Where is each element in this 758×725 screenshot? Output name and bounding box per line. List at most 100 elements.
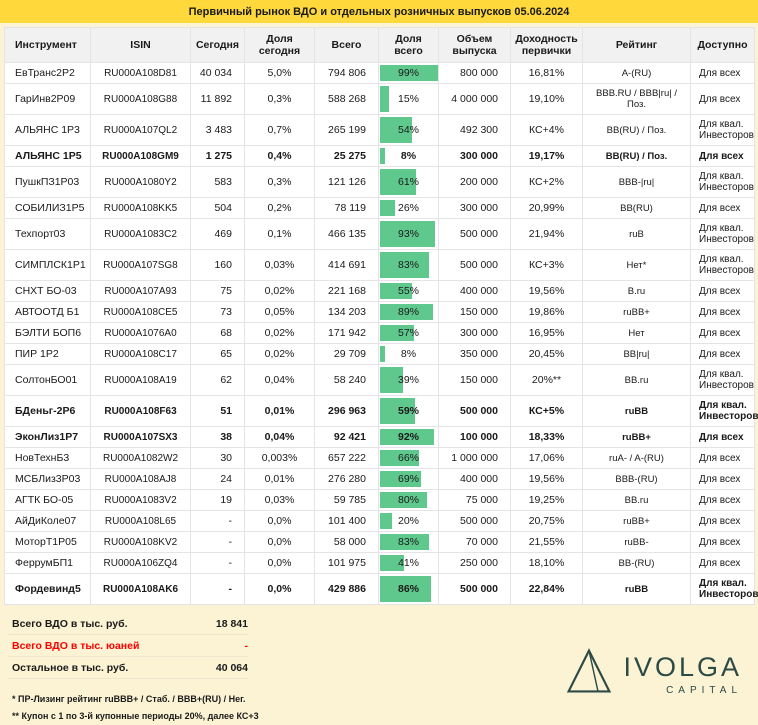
cell-volume: 500 000 [438, 218, 511, 250]
cell-today: - [190, 510, 245, 532]
cell-share-total: 66% [378, 447, 439, 469]
cell-share-today: 0,03% [244, 489, 315, 511]
cell-total: 29 709 [314, 343, 379, 365]
cell-isin: RU000A108AJ8 [90, 468, 191, 490]
summary-value: - [244, 640, 249, 652]
cell-instrument: Фордевинд5 [4, 573, 91, 605]
summary-row-vdo-rub: Всего ВДО в тыс. руб. 18 841 [8, 613, 248, 635]
cell-share-total: 93% [378, 218, 439, 250]
data-bar [380, 450, 419, 466]
summary-label: Остальное в тыс. руб. [12, 662, 129, 674]
cell-total: 429 886 [314, 573, 379, 605]
cell-rating: ruBB- [582, 531, 691, 553]
summary-row-vdo-yuan: Всего ВДО в тыс. юаней - [8, 635, 248, 657]
cell-access: Для всех [690, 145, 755, 167]
cell-total: 657 222 [314, 447, 379, 469]
cell-share-today: 0,02% [244, 280, 315, 302]
data-bar-label: 69% [397, 473, 419, 485]
cell-today: 11 892 [190, 83, 245, 115]
cell-today: 3 483 [190, 114, 245, 146]
cell-total: 296 963 [314, 395, 379, 427]
cell-access: Для квал. Инвесторов [690, 249, 755, 281]
logo-text: IVOLGA CAPITAL [623, 652, 742, 696]
data-bar [380, 148, 385, 164]
cell-share-today: 0,0% [244, 573, 315, 605]
cell-access: Для всех [690, 197, 755, 219]
data-bar-label: 57% [397, 327, 419, 339]
cell-isin: RU000A108KK5 [90, 197, 191, 219]
table-row: НовТехнБ3 RU000A1082W2 30 0,003% 657 222… [4, 447, 755, 469]
cell-today: 68 [190, 322, 245, 344]
cell-volume: 500 000 [438, 573, 511, 605]
summary-and-notes: Всего ВДО в тыс. руб. 18 841 Всего ВДО в… [8, 613, 259, 725]
cell-isin: RU000A1080Y2 [90, 166, 191, 198]
data-bar [380, 398, 415, 424]
cell-isin: RU000A106ZQ4 [90, 552, 191, 574]
cell-share-today: 0,02% [244, 322, 315, 344]
cell-access: Для всех [690, 322, 755, 344]
cell-share-today: 0,01% [244, 468, 315, 490]
data-bar [380, 221, 435, 247]
cell-rating: BB(RU) / Поз. [582, 145, 691, 167]
cell-share-total: 59% [378, 395, 439, 427]
cell-today: 62 [190, 364, 245, 396]
cell-rating: ruB [582, 218, 691, 250]
cell-volume: 4 000 000 [438, 83, 511, 115]
cell-today: 24 [190, 468, 245, 490]
cell-instrument: ПИР 1Р2 [4, 343, 91, 365]
cell-rating: ruBB [582, 573, 691, 605]
cell-access: Для всех [690, 510, 755, 532]
cell-volume: 492 300 [438, 114, 511, 146]
cell-yield: 17,06% [510, 447, 583, 469]
cell-access: Для квал. Инвесторов [690, 573, 758, 605]
cell-isin: RU000A107A93 [90, 280, 191, 302]
cell-volume: 400 000 [438, 280, 511, 302]
table-row: АЛЬЯНС 1Р3 RU000A107QL2 3 483 0,7% 265 1… [4, 114, 755, 146]
cell-share-today: 0,1% [244, 218, 315, 250]
cell-share-today: 0,03% [244, 249, 315, 281]
data-bar-label: 66% [397, 452, 419, 464]
cell-yield: 19,86% [510, 301, 583, 323]
column-header: Доступно [690, 27, 755, 63]
cell-instrument: БЭЛТИ БОП6 [4, 322, 91, 344]
table-row: ПИР 1Р2 RU000A108C17 65 0,02% 29 709 8% … [4, 343, 755, 365]
cell-yield: 20,45% [510, 343, 583, 365]
cell-instrument: СолтонБО01 [4, 364, 91, 396]
cell-yield: 16,81% [510, 62, 583, 84]
cell-total: 58 240 [314, 364, 379, 396]
cell-total: 121 126 [314, 166, 379, 198]
cell-total: 276 280 [314, 468, 379, 490]
data-bar [380, 169, 416, 195]
cell-instrument: АЛЬЯНС 1Р3 [4, 114, 91, 146]
cell-yield: 20%** [510, 364, 583, 396]
cell-today: 73 [190, 301, 245, 323]
table-row: АГТК БО-05 RU000A1083V2 19 0,03% 59 785 … [4, 489, 755, 511]
bonds-table-wrap: Инструмент ISIN Сегодня Доля сегодня Всего До… [4, 27, 758, 605]
cell-access: Для всех [690, 83, 755, 115]
cell-rating: ruBB+ [582, 426, 691, 448]
cell-isin: RU000A107SG8 [90, 249, 191, 281]
data-bar-label: 20% [397, 515, 419, 527]
cell-today: 504 [190, 197, 245, 219]
table-row: АйДиКоле07 RU000A108L65 - 0,0% 101 400 2… [4, 510, 755, 532]
triangle-logo-icon [565, 647, 613, 700]
cell-share-total: 92% [378, 426, 439, 448]
table-row: БДеньг-2Р6 RU000A108F63 51 0,01% 296 963… [4, 395, 758, 427]
page-title: Первичный рынок ВДО и отдельных розничны… [0, 0, 758, 23]
data-bar [380, 304, 433, 320]
data-bar [380, 346, 385, 362]
ivolga-capital-logo: IVOLGA CAPITAL [565, 647, 742, 700]
cell-share-total: 99% [378, 62, 439, 84]
cell-instrument: НовТехнБ3 [4, 447, 91, 469]
cell-share-today: 0,04% [244, 364, 315, 396]
cell-yield: 19,17% [510, 145, 583, 167]
cell-rating: BB.ru [582, 364, 691, 396]
data-bar [380, 325, 414, 341]
cell-rating: BB(RU) / Поз. [582, 114, 691, 146]
cell-volume: 300 000 [438, 322, 511, 344]
cell-share-total: 20% [378, 510, 439, 532]
cell-share-today: 0,3% [244, 83, 315, 115]
cell-isin: RU000A108C17 [90, 343, 191, 365]
cell-share-today: 0,01% [244, 395, 315, 427]
cell-volume: 150 000 [438, 301, 511, 323]
